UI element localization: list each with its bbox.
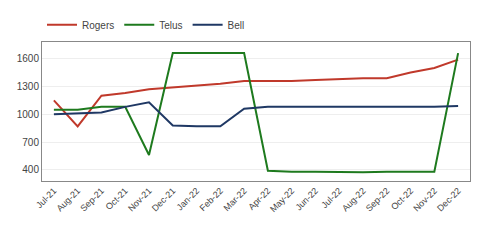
svg-text:Rogers: Rogers [82,20,114,31]
svg-text:Telus: Telus [159,20,182,31]
svg-text:Bell: Bell [228,20,245,31]
svg-text:Jul-22: Jul-22 [319,186,343,210]
svg-text:Jan-22: Jan-22 [175,186,202,213]
svg-text:1600: 1600 [17,53,40,64]
svg-text:Aug-22: Aug-22 [340,186,368,214]
svg-text:Apr-22: Apr-22 [246,186,272,212]
svg-text:Sep-22: Sep-22 [364,186,392,214]
svg-text:Jun-22: Jun-22 [293,186,320,213]
svg-text:Sep-21: Sep-21 [78,186,106,214]
svg-text:400: 400 [22,164,39,175]
svg-text:Nov-22: Nov-22 [411,186,439,214]
svg-text:Nov-21: Nov-21 [126,186,154,214]
svg-text:Oct-22: Oct-22 [389,186,415,212]
svg-text:1000: 1000 [17,109,40,120]
svg-text:Mar-22: Mar-22 [221,186,248,213]
svg-text:1300: 1300 [17,81,40,92]
svg-text:Dec-22: Dec-22 [435,186,463,214]
svg-text:Feb-22: Feb-22 [198,186,225,213]
svg-text:Jul-21: Jul-21 [34,186,58,210]
svg-text:Oct-21: Oct-21 [104,186,130,212]
svg-text:May-22: May-22 [268,186,296,214]
svg-text:700: 700 [22,137,39,148]
svg-text:Dec-21: Dec-21 [150,186,178,214]
svg-text:Aug-21: Aug-21 [55,186,83,214]
